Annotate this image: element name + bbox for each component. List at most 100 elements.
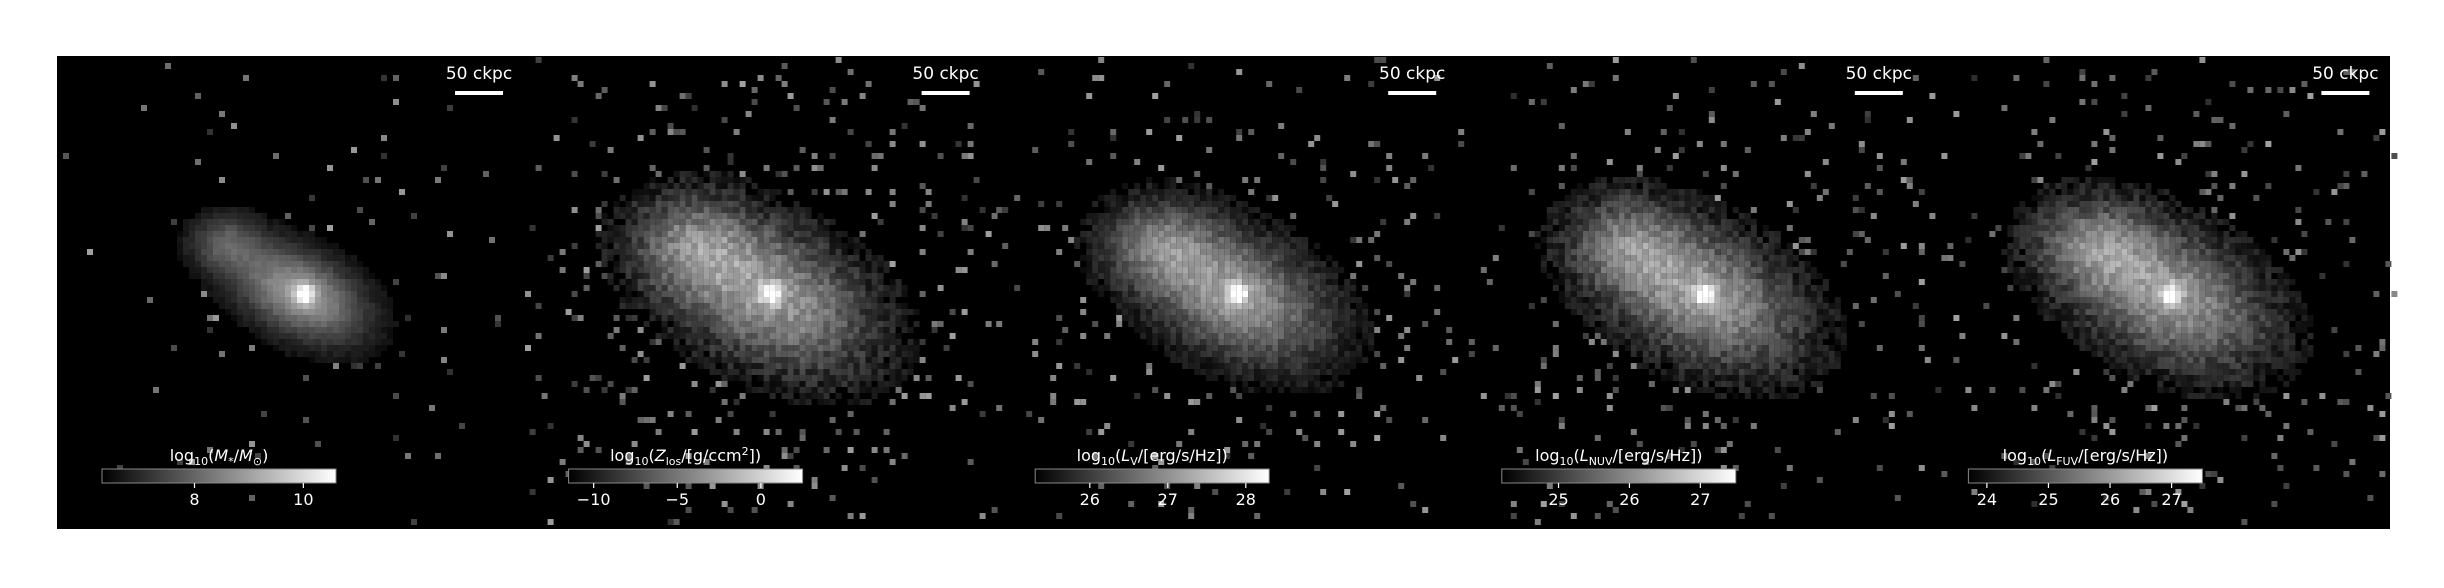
heatmap-pixel	[848, 381, 854, 387]
heatmap-pixel	[1128, 219, 1134, 225]
heatmap-pixel	[1302, 351, 1308, 357]
heatmap-pixel	[1206, 333, 1212, 339]
heatmap-pixel	[1362, 309, 1368, 315]
heatmap-pixel	[1595, 291, 1601, 297]
heatmap-pixel	[788, 363, 794, 369]
heatmap-pixel	[1715, 273, 1721, 279]
heatmap-pixel	[632, 303, 638, 309]
heatmap-pixel	[1104, 207, 1110, 213]
heatmap-pixel	[752, 285, 758, 291]
heatmap-pixel	[680, 363, 686, 369]
heatmap-pixel	[249, 327, 255, 333]
heatmap-pixel	[1242, 273, 1248, 279]
heatmap-pixel	[1667, 165, 1673, 171]
heatmap-pixel	[1284, 237, 1290, 243]
heatmap-pixel	[1691, 213, 1697, 219]
heatmap-pixel	[860, 399, 866, 405]
heatmap-pixel	[1248, 219, 1254, 225]
heatmap-pixel	[1260, 213, 1266, 219]
heatmap-pixel	[1757, 285, 1763, 291]
heatmap-pixel	[890, 351, 896, 357]
heatmap-pixel	[878, 369, 884, 375]
heatmap-pixel	[1164, 255, 1170, 261]
heatmap-pixel	[824, 273, 830, 279]
heatmap-pixel	[764, 429, 770, 435]
heatmap-pixel	[722, 189, 728, 195]
heatmap-pixel	[1098, 195, 1104, 201]
heatmap-pixel	[632, 297, 638, 303]
heatmap-pixel	[812, 219, 818, 225]
heatmap-pixel	[818, 255, 824, 261]
heatmap-pixel	[704, 237, 710, 243]
heatmap-pixel	[860, 291, 866, 297]
heatmap-pixel	[1104, 201, 1110, 207]
heatmap-pixel	[848, 315, 854, 321]
heatmap-pixel	[602, 243, 608, 249]
heatmap-pixel	[1631, 201, 1637, 207]
heatmap-pixel	[279, 237, 285, 243]
heatmap-pixel	[1775, 303, 1781, 309]
heatmap-pixel	[441, 327, 447, 333]
heatmap-pixel	[1655, 231, 1661, 237]
heatmap-pixel	[339, 291, 345, 297]
heatmap-pixel	[1266, 339, 1272, 345]
heatmap-pixel	[261, 303, 267, 309]
heatmap-pixel	[1278, 363, 1284, 369]
heatmap-pixel	[1140, 327, 1146, 333]
heatmap-pixel	[1266, 285, 1272, 291]
heatmap-pixel	[1296, 297, 1302, 303]
heatmap-pixel	[848, 69, 854, 75]
heatmap-pixel	[1362, 285, 1368, 291]
heatmap-pixel	[1799, 327, 1805, 333]
heatmap-pixel	[1290, 363, 1296, 369]
heatmap-pixel	[1230, 297, 1236, 303]
heatmap-pixel	[315, 303, 321, 309]
heatmap-pixel	[333, 333, 339, 339]
heatmap-pixel	[267, 339, 273, 345]
heatmap-pixel	[1302, 273, 1308, 279]
heatmap-pixel	[824, 237, 830, 243]
heatmap-pixel	[1218, 351, 1224, 357]
heatmap-pixel	[1176, 177, 1182, 183]
heatmap-pixel	[806, 381, 812, 387]
heatmap-pixel	[285, 279, 291, 285]
heatmap-pixel	[662, 261, 668, 267]
heatmap-pixel	[1386, 261, 1392, 267]
heatmap-pixel	[1667, 201, 1673, 207]
heatmap-pixel	[1571, 309, 1577, 315]
heatmap-pixel	[764, 255, 770, 261]
heatmap-pixel	[1715, 279, 1721, 285]
heatmap-pixel	[632, 231, 638, 237]
heatmap-pixel	[1146, 183, 1152, 189]
heatmap-pixel	[1236, 417, 1242, 423]
heatmap-pixel	[1595, 183, 1601, 189]
heatmap-pixel	[1224, 231, 1230, 237]
heatmap-pixel	[1272, 345, 1278, 351]
heatmap-pixel	[189, 273, 195, 279]
heatmap-pixel	[1110, 207, 1116, 213]
heatmap-pixel	[1661, 255, 1667, 261]
heatmap-pixel	[764, 243, 770, 249]
heatmap-pixel	[704, 207, 710, 213]
heatmap-pixel	[1739, 321, 1745, 327]
heatmap-pixel	[1098, 219, 1104, 225]
heatmap-pixel	[291, 261, 297, 267]
heatmap-pixel	[1793, 279, 1799, 285]
heatmap-pixel	[1655, 219, 1661, 225]
heatmap-pixel	[632, 219, 638, 225]
heatmap-pixel	[1565, 219, 1571, 225]
heatmap-pixel	[794, 273, 800, 279]
heatmap-pixel	[285, 309, 291, 315]
heatmap-pixel	[1859, 207, 1865, 213]
heatmap-pixel	[1649, 297, 1655, 303]
heatmap-pixel	[321, 333, 327, 339]
heatmap-pixel	[1104, 225, 1110, 231]
heatmap-pixel	[1284, 261, 1290, 267]
heatmap-pixel	[1194, 351, 1200, 357]
heatmap-pixel	[1733, 261, 1739, 267]
heatmap-pixel	[1044, 225, 1050, 231]
heatmap-pixel	[1631, 321, 1637, 327]
heatmap-pixel	[776, 219, 782, 225]
heatmap-pixel	[1625, 219, 1631, 225]
heatmap-pixel	[776, 267, 782, 273]
